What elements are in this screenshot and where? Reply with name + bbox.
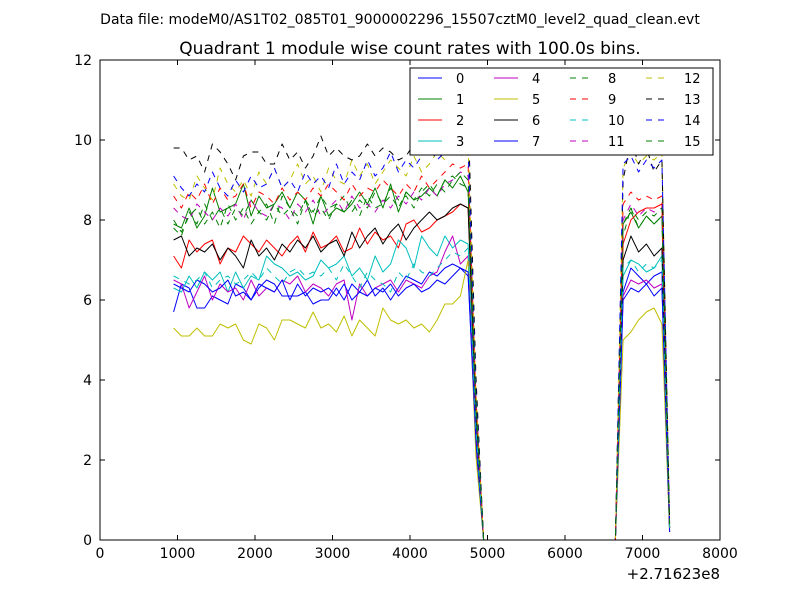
x-tick-label: 7000 xyxy=(625,546,661,562)
y-tick-label: 2 xyxy=(83,453,92,469)
legend-label-13: 13 xyxy=(684,93,701,108)
series-line-7 xyxy=(173,267,671,541)
legend-label-8: 8 xyxy=(608,72,616,87)
legend-entry-15: 15 xyxy=(646,135,701,150)
series-line-5 xyxy=(173,259,671,541)
legend-entry-7: 7 xyxy=(494,135,540,150)
legend-label-9: 9 xyxy=(608,93,616,108)
y-tick-label: 8 xyxy=(83,213,92,229)
legend-entry-0: 0 xyxy=(418,72,464,87)
y-tick-label: 4 xyxy=(83,373,92,389)
legend-label-0: 0 xyxy=(456,72,464,87)
series-line-9 xyxy=(173,163,671,541)
legend-entry-6: 6 xyxy=(494,114,540,129)
legend-label-6: 6 xyxy=(532,114,540,129)
legend-label-2: 2 xyxy=(456,114,464,129)
y-tick-label: 6 xyxy=(83,293,92,309)
legend-label-4: 4 xyxy=(532,72,540,87)
legend-entry-13: 13 xyxy=(646,93,701,108)
legend-entry-8: 8 xyxy=(570,72,616,87)
series-line-6 xyxy=(173,203,671,541)
legend-label-15: 15 xyxy=(684,135,701,150)
legend-entry-14: 14 xyxy=(646,114,701,129)
legend-label-1: 1 xyxy=(456,93,464,108)
x-tick-label: 3000 xyxy=(315,546,351,562)
legend-entry-3: 3 xyxy=(418,135,464,150)
legend-label-14: 14 xyxy=(684,114,701,129)
legend-entry-4: 4 xyxy=(494,72,540,87)
plot-area-frame xyxy=(99,59,721,541)
x-tick-label: 1000 xyxy=(160,546,196,562)
legend-entry-10: 10 xyxy=(570,114,625,129)
x-tick-label: 6000 xyxy=(547,546,583,562)
y-tick-label: 10 xyxy=(74,133,92,149)
legend-label-10: 10 xyxy=(608,114,625,129)
series-line-1 xyxy=(173,175,671,541)
chart-title: Quadrant 1 module wise count rates with … xyxy=(179,39,640,59)
legend-entry-5: 5 xyxy=(494,93,540,108)
series-line-3 xyxy=(173,235,671,541)
y-tick-label: 12 xyxy=(74,53,92,69)
legend-entry-2: 2 xyxy=(418,114,464,129)
series-line-0 xyxy=(173,263,671,541)
legend-entry-1: 1 xyxy=(418,93,464,108)
x-tick-label: 0 xyxy=(96,546,105,562)
y-tick-label: 0 xyxy=(83,533,92,549)
legend-label-7: 7 xyxy=(532,135,540,150)
series-line-8 xyxy=(173,175,671,541)
x-tick-label: 5000 xyxy=(470,546,506,562)
series-line-11 xyxy=(173,171,671,541)
x-offset-label: +2.71623e8 xyxy=(627,565,720,583)
x-tick-label: 8000 xyxy=(702,546,738,562)
series-line-2 xyxy=(173,203,671,541)
legend-label-12: 12 xyxy=(684,72,701,87)
legend-label-11: 11 xyxy=(608,135,625,150)
series-layer xyxy=(173,111,671,541)
legend-label-5: 5 xyxy=(532,93,540,108)
x-tick-label: 2000 xyxy=(237,546,273,562)
tick-layer: 0 1000 2000 3000 4000 5000 6000 7000 80000246810… xyxy=(74,53,738,562)
legend-entry-9: 9 xyxy=(570,93,616,108)
legend-entry-12: 12 xyxy=(646,72,701,87)
legend-entry-11: 11 xyxy=(570,135,625,150)
series-line-15 xyxy=(173,171,671,541)
figure-suptitle: Data file: modeM0/AS1T02_085T01_90000022… xyxy=(100,12,700,28)
legend-label-3: 3 xyxy=(456,135,464,150)
x-tick-label: 4000 xyxy=(392,546,428,562)
